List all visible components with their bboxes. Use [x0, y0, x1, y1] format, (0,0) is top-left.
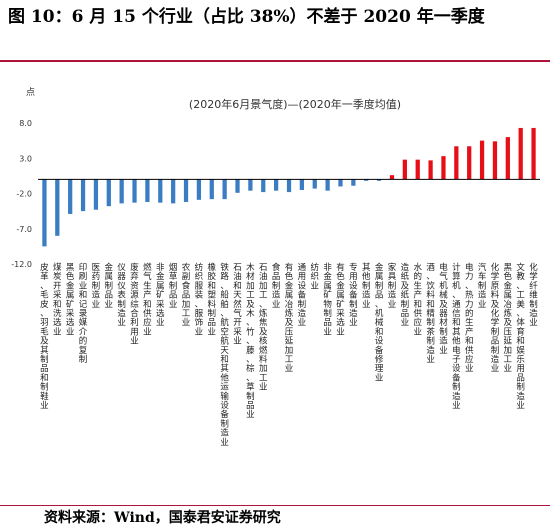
x-tick-label: 纺织服装、服饰业 [195, 262, 204, 337]
y-axis-unit-label: 点 [26, 87, 35, 98]
x-tick-label: 化学纤维制造业 [529, 262, 538, 328]
x-tick-label: 医药制造业 [92, 263, 101, 310]
bar [467, 146, 472, 180]
y-tick-label: 8.0 [19, 119, 32, 128]
x-tick-label: 造纸及纸制品业 [401, 262, 410, 328]
y-tick-label: 3.0 [19, 154, 32, 163]
x-tick-label: 橡胶和塑料制品业 [208, 262, 217, 337]
bar-chart: 点 (2020年6月景气度)—(2020年一季度均值) 8.0 3.0 -2.0 -7… [11, 87, 540, 448]
source-note: 资料来源：Wind，国泰君安证券研究 [44, 510, 281, 526]
bar [441, 156, 446, 180]
x-tick-label: 燃气生产和供应业 [143, 262, 152, 337]
bar [171, 179, 176, 204]
x-tick-label: 废弃资源综合利用业 [130, 262, 139, 347]
x-tick-label: 石油和天然气开采业 [233, 263, 242, 347]
x-tick-label: 烟草制品业 [169, 263, 178, 310]
bar [183, 179, 189, 202]
x-tick-label: 酒、饮料和精制茶制造业 [426, 263, 435, 365]
x-tick-label: 皮革、毛皮、羽毛及其制品和制鞋业 [40, 262, 49, 411]
figure-title: 图 10：6 月 15 个行业（占比 38%）不差于 2020 年一季度 [8, 7, 485, 27]
bar [454, 146, 459, 180]
bar [119, 179, 124, 204]
bar [389, 175, 395, 180]
bar [286, 179, 292, 193]
bar [68, 179, 73, 214]
x-tick-label: 水的生产和供应业 [413, 262, 422, 337]
x-tick-label: 黑色金属冶炼及压延加工业 [504, 263, 513, 374]
bar [248, 179, 253, 191]
bar [415, 159, 420, 180]
bar [145, 179, 150, 202]
y-tick-label: -2.0 [16, 190, 32, 199]
bar [505, 137, 510, 180]
bar-series [42, 127, 536, 247]
bar [299, 179, 304, 190]
x-tick-label: 石油加工、炼焦及核燃料加工业 [259, 263, 268, 393]
x-tick-label: 有色金属矿采选业 [336, 262, 345, 337]
x-tick-label: 食品制造业 [272, 262, 281, 310]
x-tick-label: 金属制品业 [105, 262, 114, 310]
bar [209, 179, 214, 200]
bar [196, 179, 202, 200]
bar [106, 179, 111, 207]
x-tick-label: 电力、热力的生产和供应业 [465, 262, 474, 374]
bar [235, 179, 240, 193]
x-tick-label: 纺织业 [310, 262, 319, 291]
x-tick-label: 印刷业和记录媒介的复制 [79, 262, 88, 365]
x-tick-label: 农副食品加工业 [182, 262, 191, 328]
x-tick-label: 家具制造业 [388, 262, 397, 310]
x-tick-label: 煤炭开采和洗选业 [53, 262, 62, 337]
bar [93, 179, 99, 210]
bar [274, 179, 279, 191]
x-tick-label: 其他制造业 [362, 263, 371, 310]
x-tick-label: 黑色金属矿采选业 [66, 263, 75, 337]
x-tick-label: 铁路、船舶、航空航天和其他运输设备制造业 [220, 262, 229, 448]
source-divider [0, 505, 550, 506]
bar [261, 179, 266, 193]
bar [428, 160, 433, 180]
bar [158, 179, 163, 203]
x-tick-label: 电气机械及器材制造业 [439, 262, 448, 356]
x-tick-label: 专用设备制造业 [349, 262, 358, 328]
x-tick-label: 汽车制造业 [478, 262, 487, 310]
bar [325, 179, 330, 191]
bar [518, 127, 523, 180]
bar [312, 179, 317, 189]
bar [479, 140, 485, 180]
x-axis-category-labels: 皮革、毛皮、羽毛及其制品和制鞋业煤炭开采和洗选业黑色金属矿采选业印刷业和记录媒介… [40, 262, 538, 448]
bar [55, 179, 60, 236]
y-axis-ticks: 8.0 3.0 -2.0 -7.0 -12.0 [11, 119, 32, 269]
bar [80, 179, 86, 212]
x-tick-label: 有色金属冶炼及压延加工业 [285, 262, 294, 374]
bar [402, 159, 407, 180]
title-divider [0, 60, 550, 62]
x-tick-label: 化学原料及化学制品制造业 [491, 262, 500, 374]
y-tick-label: -12.0 [11, 260, 32, 269]
chart-title: (2020年6月景气度)—(2020年一季度均值) [189, 97, 401, 111]
x-tick-label: 非金属矿物制品业 [323, 262, 332, 337]
x-tick-label: 计算机、通信和其他电子设备制造业 [452, 262, 461, 411]
bar [338, 179, 343, 187]
x-tick-label: 仪器仪表制造业 [117, 263, 126, 328]
bar [364, 179, 369, 181]
x-tick-label: 文教、工美、体育和娱乐用品制造业 [516, 262, 525, 411]
bar [42, 179, 47, 247]
x-tick-label: 非金属矿采选业 [156, 262, 165, 328]
y-tick-label: -7.0 [16, 225, 32, 234]
bar [376, 179, 382, 181]
bar [492, 141, 498, 180]
x-tick-label: 通用设备制造业 [298, 262, 307, 328]
bar [222, 179, 227, 200]
bar [351, 179, 356, 186]
x-tick-label: 木材加工及木、竹、藤、棕、草制品业 [246, 262, 255, 420]
x-tick-label: 金属制品、机械和设备修理业 [375, 262, 384, 383]
bar [132, 179, 137, 203]
bar [531, 127, 536, 180]
